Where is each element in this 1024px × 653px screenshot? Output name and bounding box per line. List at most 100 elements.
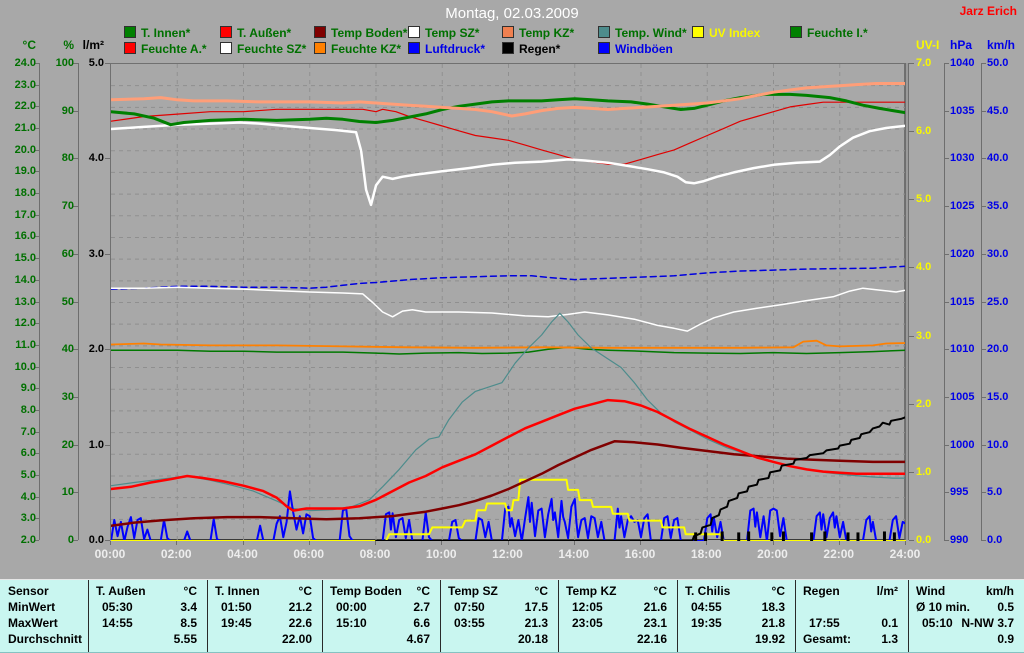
axis-tick-label-pct: 20 bbox=[61, 438, 74, 451]
legend-item-feuchte_kz[interactable]: Feuchte KZ* bbox=[314, 42, 401, 56]
axis-tick-c bbox=[34, 474, 39, 476]
axis-tick-c bbox=[34, 193, 39, 195]
x-axis-label: 00:00 bbox=[94, 547, 126, 561]
table-cell: 3.4 bbox=[180, 600, 197, 614]
chart-plot-area bbox=[109, 63, 908, 542]
axis-tick-label-lm2: 3.0 bbox=[88, 247, 104, 260]
legend-swatch-temp_boden bbox=[314, 26, 326, 38]
axis-tick-label-c: 15.0 bbox=[14, 252, 36, 265]
legend-item-feuchte_a[interactable]: Feuchte A.* bbox=[124, 42, 207, 56]
table-cell: 4.67 bbox=[406, 632, 430, 646]
table-cell: 6.6 bbox=[413, 616, 430, 630]
x-axis-tick bbox=[441, 541, 443, 545]
axis-tick-pct bbox=[73, 253, 78, 255]
table-cell: 15:10 bbox=[336, 616, 367, 630]
legend-item-windboeen[interactable]: Windböen bbox=[598, 42, 673, 56]
series-feuchte_kz bbox=[110, 339, 907, 349]
legend-item-temp_kz[interactable]: Temp KZ* bbox=[502, 26, 574, 40]
table-column-separator bbox=[677, 580, 678, 652]
legend-label-feuchte_sz: Feuchte SZ* bbox=[237, 42, 307, 56]
axis-tick-label-c: 6.0 bbox=[20, 447, 36, 460]
axis-tick-label-hpa: 1010 bbox=[950, 343, 975, 356]
table-cell: 1.3 bbox=[881, 632, 898, 646]
axis-tick-label-uv: 7.0 bbox=[916, 57, 932, 69]
x-axis-tick bbox=[110, 541, 111, 545]
axis-tick-hpa bbox=[944, 444, 949, 446]
axis-tick-label-pct: 10 bbox=[61, 486, 74, 499]
table-column-separator bbox=[88, 580, 89, 652]
axis-tick-label-kmh: 50.0 bbox=[987, 57, 1009, 69]
table-cell: 21.3 bbox=[524, 616, 548, 630]
axis-line-c bbox=[39, 63, 40, 540]
axis-tick-c bbox=[34, 63, 39, 64]
legend-item-feuchte_sz[interactable]: Feuchte SZ* bbox=[220, 42, 307, 56]
axis-tick-label-lm2: 2.0 bbox=[88, 343, 104, 356]
axis-tick-kmh bbox=[981, 492, 986, 494]
axis-title-kmh: km/h bbox=[987, 38, 1016, 52]
series-temp_kz bbox=[109, 82, 908, 118]
legend-item-uv_index[interactable]: UV Index bbox=[692, 26, 760, 40]
legend-swatch-feuchte_i bbox=[790, 26, 802, 38]
axis-tick-lm2 bbox=[105, 444, 110, 446]
axis-tick-label-c: 21.0 bbox=[14, 122, 36, 135]
axis-tick-pct bbox=[73, 396, 78, 398]
legend-item-t_innen[interactable]: T. Innen* bbox=[124, 26, 190, 40]
axis-tick-uv bbox=[909, 403, 914, 405]
legend-item-temp_boden[interactable]: Temp Boden* bbox=[314, 26, 407, 40]
axis-tick-label-c: 13.0 bbox=[14, 295, 36, 308]
x-axis-tick bbox=[573, 541, 575, 545]
table-cell: Wind bbox=[916, 584, 946, 598]
axis-tick-hpa bbox=[944, 63, 949, 64]
x-axis-label: 16:00 bbox=[624, 547, 656, 561]
axis-tick-label-c: 7.0 bbox=[20, 425, 36, 438]
axis-tick-label-uv: 4.0 bbox=[916, 261, 932, 274]
axis-tick-label-c: 24.0 bbox=[14, 57, 36, 69]
legend-label-windboeen: Windböen bbox=[615, 42, 673, 56]
series-regen bbox=[375, 416, 907, 542]
axis-tick-kmh bbox=[981, 301, 986, 303]
axis-tick-label-c: 3.0 bbox=[20, 512, 36, 525]
axis-tick-label-c: 18.0 bbox=[14, 187, 36, 200]
axis-tick-hpa bbox=[944, 301, 949, 303]
legend-item-temp_wind[interactable]: Temp. Wind* bbox=[598, 26, 687, 40]
axis-tick-kmh bbox=[981, 158, 986, 160]
axis-tick-c bbox=[34, 496, 39, 498]
table-cell: 04:55 bbox=[691, 600, 722, 614]
legend-item-temp_sz[interactable]: Temp SZ* bbox=[408, 26, 479, 40]
legend-item-luftdruck[interactable]: Luftdruck* bbox=[408, 42, 485, 56]
x-axis-label: 24:00 bbox=[889, 547, 921, 561]
axis-tick-uv bbox=[909, 540, 914, 541]
axis-tick-pct bbox=[73, 158, 78, 160]
axis-tick-c bbox=[34, 236, 39, 238]
legend-label-feuchte_a: Feuchte A.* bbox=[141, 42, 207, 56]
axis-title-uv: UV-I bbox=[916, 38, 940, 52]
axis-tick-label-c: 2.0 bbox=[20, 534, 36, 546]
axis-tick-pct bbox=[73, 492, 78, 494]
axis-tick-label-uv: 6.0 bbox=[916, 125, 932, 138]
axis-tick-label-uv: 3.0 bbox=[916, 329, 932, 342]
x-axis-label: 08:00 bbox=[359, 547, 391, 561]
table-cell: 20.18 bbox=[517, 632, 548, 646]
table-cell: 17.5 bbox=[524, 600, 548, 614]
axis-tick-label-pct: 30 bbox=[61, 390, 74, 403]
axis-tick-c bbox=[34, 214, 39, 216]
axis-tick-label-c: 22.0 bbox=[14, 100, 36, 113]
axis-tick-pct bbox=[73, 63, 78, 64]
axis-tick-label-kmh: 25.0 bbox=[987, 295, 1009, 308]
legend-item-regen[interactable]: Regen* bbox=[502, 42, 560, 56]
axis-tick-kmh bbox=[981, 110, 986, 112]
table-column-separator bbox=[795, 580, 796, 652]
axis-tick-c bbox=[34, 301, 39, 303]
legend-item-feuchte_i[interactable]: Feuchte I.* bbox=[790, 26, 868, 40]
table-column-separator bbox=[908, 580, 909, 652]
axis-tick-c bbox=[34, 171, 39, 173]
axis-tick-label-c: 9.0 bbox=[20, 382, 36, 395]
table-row-label: Durchschnitt bbox=[8, 632, 83, 646]
axis-tick-c bbox=[34, 149, 39, 151]
x-axis-tick bbox=[242, 541, 244, 545]
axis-tick-pct bbox=[73, 301, 78, 303]
axis-tick-lm2 bbox=[105, 349, 110, 351]
x-axis-tick bbox=[375, 541, 376, 545]
legend-item-t_aussen[interactable]: T. Außen* bbox=[220, 26, 291, 40]
